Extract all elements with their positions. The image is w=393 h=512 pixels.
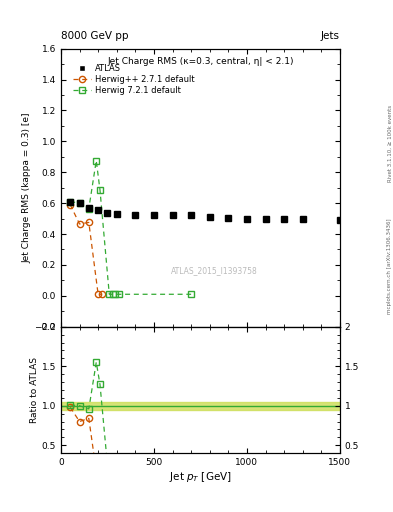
Text: Jets: Jets	[321, 31, 340, 41]
Y-axis label: Ratio to ATLAS: Ratio to ATLAS	[30, 357, 39, 423]
Text: Jet Charge RMS (κ=0.3, central, η| < 2.1): Jet Charge RMS (κ=0.3, central, η| < 2.1…	[107, 57, 294, 66]
X-axis label: Jet $p_T$ [GeV]: Jet $p_T$ [GeV]	[169, 470, 232, 484]
Text: ATLAS_2015_I1393758: ATLAS_2015_I1393758	[171, 267, 258, 275]
Text: Rivet 3.1.10, ≥ 100k events: Rivet 3.1.10, ≥ 100k events	[387, 105, 392, 182]
Text: mcplots.cern.ch [arXiv:1306.3436]: mcplots.cern.ch [arXiv:1306.3436]	[387, 219, 392, 314]
Bar	[61, 402, 340, 410]
Y-axis label: Jet Charge RMS (kappa = 0.3) [e]: Jet Charge RMS (kappa = 0.3) [e]	[22, 113, 31, 263]
Legend: ATLAS, Herwig++ 2.7.1 default, Herwig 7.2.1 default: ATLAS, Herwig++ 2.7.1 default, Herwig 7.…	[71, 61, 197, 97]
Text: 8000 GeV pp: 8000 GeV pp	[61, 31, 129, 41]
